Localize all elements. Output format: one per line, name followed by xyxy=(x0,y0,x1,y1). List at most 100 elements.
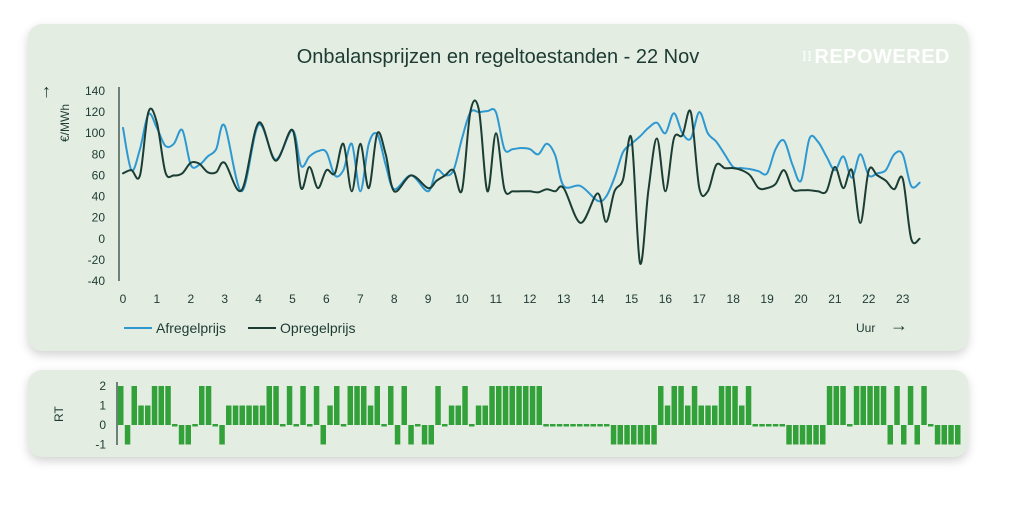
rt-bar xyxy=(786,425,792,445)
rt-bar xyxy=(307,424,313,427)
rt-bar xyxy=(752,424,758,427)
rt-bar xyxy=(253,405,259,425)
rt-bar xyxy=(725,386,731,425)
rt-tick-label: -1 xyxy=(95,438,106,452)
brand-dots-icon: ⁞⁞ xyxy=(802,48,813,64)
rt-bar xyxy=(651,425,657,445)
rt-bar xyxy=(199,386,205,425)
rt-bar xyxy=(313,386,320,425)
rt-bar xyxy=(192,424,198,427)
rt-bar xyxy=(934,425,941,445)
arrow-right-icon: → xyxy=(890,315,908,335)
y-tick-label: 0 xyxy=(98,232,105,246)
rt-bar xyxy=(793,425,799,445)
legend-swatch-afregelprijs xyxy=(124,327,152,329)
rt-bar xyxy=(759,424,765,427)
rt-bar xyxy=(887,425,893,445)
rt-bar xyxy=(165,386,171,425)
x-tick-label: 23 xyxy=(896,292,910,306)
rt-bar xyxy=(131,386,137,425)
rt-bar xyxy=(860,386,866,425)
rt-bar xyxy=(604,424,610,427)
rt-bar xyxy=(543,424,549,427)
rt-bar xyxy=(523,386,529,425)
rt-bar xyxy=(286,386,293,425)
x-tick-label: 4 xyxy=(255,292,262,306)
x-tick-label: 8 xyxy=(391,292,398,306)
rt-bar xyxy=(799,425,806,445)
rt-bar xyxy=(448,405,455,425)
rt-bar xyxy=(428,425,434,445)
x-tick-label: 12 xyxy=(523,292,537,306)
rt-bar xyxy=(847,424,853,427)
rt-bar xyxy=(826,386,833,425)
rt-bar xyxy=(901,425,907,445)
legend-item-opregelprijs: Opregelprijs xyxy=(248,320,356,336)
rt-bar xyxy=(388,386,394,425)
rt-bar xyxy=(529,386,536,425)
rt-tick-label: 2 xyxy=(99,379,106,393)
x-tick-label: 2 xyxy=(187,292,194,306)
rt-bar xyxy=(610,425,617,445)
rt-bar xyxy=(475,405,482,425)
rt-bar xyxy=(415,424,421,427)
x-tick-label: 6 xyxy=(323,292,330,306)
rt-bar xyxy=(178,425,185,445)
rt-bar xyxy=(455,405,461,425)
rt-bar xyxy=(509,386,515,425)
rt-bar xyxy=(766,424,772,427)
x-tick-label: 9 xyxy=(425,292,432,306)
rt-bar xyxy=(340,424,347,427)
rt-bar xyxy=(205,386,212,425)
rt-bar xyxy=(577,424,583,427)
legend-swatch-opregelprijs xyxy=(248,327,277,329)
y-tick-label: 140 xyxy=(85,84,105,98)
rt-bar xyxy=(556,424,563,427)
rt-bar xyxy=(185,425,191,445)
rt-bar xyxy=(941,425,947,445)
rt-bar xyxy=(300,386,306,425)
y-tick-label: 60 xyxy=(92,168,106,182)
rt-bar xyxy=(624,425,630,445)
rt-bar xyxy=(820,425,826,445)
x-tick-label: 13 xyxy=(557,292,571,306)
rt-bar xyxy=(361,386,367,425)
rt-bar xyxy=(597,424,603,427)
rt-bar xyxy=(482,405,488,425)
legend: Afregelprijs Opregelprijs xyxy=(124,320,356,336)
rt-bar xyxy=(840,386,846,425)
legend-label-afregelprijs: Afregelprijs xyxy=(156,320,227,336)
rt-bar xyxy=(172,424,178,427)
rt-tick-label: 0 xyxy=(99,418,106,432)
brand-logo: ⁞⁞ REPOWERED xyxy=(802,46,950,69)
legend-label-opregelprijs: Opregelprijs xyxy=(280,320,356,336)
rt-bar xyxy=(745,386,752,425)
rt-bar xyxy=(266,386,272,425)
rt-bar xyxy=(631,425,637,445)
rt-bar xyxy=(658,386,664,425)
chart-title: Onbalansprijzen en regeltoestanden - 22 … xyxy=(296,46,700,68)
x-tick-label: 22 xyxy=(862,292,876,306)
rt-bar xyxy=(678,386,684,425)
rt-bar xyxy=(928,424,934,427)
rt-bar xyxy=(489,386,495,425)
rt-bar xyxy=(698,405,704,425)
legend-item-afregelprijs: Afregelprijs xyxy=(124,320,226,336)
rt-bar xyxy=(394,425,401,445)
rt-bar xyxy=(280,424,286,427)
rt-bar xyxy=(401,386,407,425)
rt-bar xyxy=(374,386,380,425)
rt-bar xyxy=(334,386,340,425)
x-tick-label: 10 xyxy=(455,292,469,306)
rt-bar xyxy=(502,386,509,425)
rt-bar xyxy=(293,424,299,427)
rt-bar xyxy=(421,425,428,445)
rt-bar xyxy=(259,405,266,425)
rt-bar xyxy=(138,405,144,425)
rt-bar xyxy=(496,386,502,425)
rt-tick-label: 1 xyxy=(99,399,106,413)
rt-bar xyxy=(874,386,880,425)
x-tick-label: 3 xyxy=(221,292,228,306)
rt-bar xyxy=(536,386,542,425)
